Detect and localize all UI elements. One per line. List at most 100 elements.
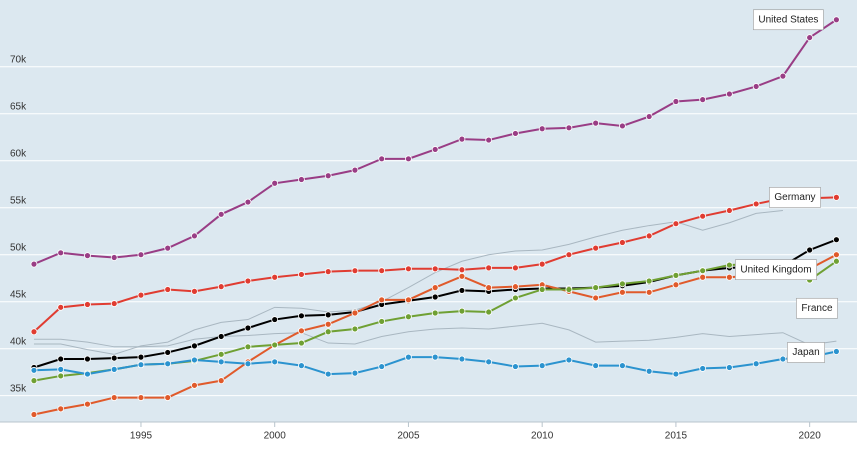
data-point bbox=[672, 370, 680, 378]
data-point bbox=[431, 265, 439, 273]
label-text: Japan bbox=[792, 347, 819, 358]
data-point bbox=[110, 365, 118, 373]
data-point bbox=[137, 251, 145, 259]
data-point bbox=[752, 360, 760, 368]
data-point bbox=[351, 309, 359, 317]
data-point bbox=[645, 367, 653, 375]
data-point bbox=[726, 90, 733, 98]
y-tick-label: 35k bbox=[10, 383, 27, 394]
data-point bbox=[217, 377, 225, 385]
data-point bbox=[271, 179, 279, 187]
y-tick-label: 50k bbox=[10, 242, 27, 253]
data-point bbox=[84, 370, 91, 378]
data-point bbox=[191, 356, 198, 364]
data-point bbox=[565, 356, 573, 364]
data-point bbox=[699, 212, 707, 220]
data-point bbox=[512, 283, 519, 291]
data-point bbox=[458, 355, 466, 363]
data-point bbox=[538, 286, 546, 293]
data-point bbox=[405, 155, 412, 163]
x-tick-label: 2005 bbox=[397, 431, 420, 442]
data-point bbox=[485, 284, 493, 291]
data-point bbox=[405, 313, 412, 321]
data-point bbox=[458, 307, 466, 315]
data-point bbox=[324, 320, 332, 328]
series-line bbox=[33, 322, 837, 348]
data-point bbox=[57, 372, 65, 380]
data-point bbox=[30, 377, 38, 385]
y-tick-label: 55k bbox=[10, 195, 27, 206]
x-tick-label: 2015 bbox=[665, 431, 688, 442]
data-point bbox=[351, 267, 359, 275]
data-point bbox=[191, 381, 198, 389]
data-point bbox=[271, 341, 279, 349]
data-point bbox=[458, 287, 466, 294]
data-point bbox=[57, 303, 65, 311]
data-point bbox=[672, 220, 680, 228]
y-tick-label: 60k bbox=[10, 148, 27, 159]
data-point bbox=[538, 125, 546, 133]
data-point bbox=[752, 200, 760, 208]
data-point bbox=[191, 342, 198, 350]
data-point bbox=[833, 236, 840, 244]
data-point bbox=[699, 96, 707, 104]
data-point bbox=[30, 366, 38, 374]
series-label: United States bbox=[753, 9, 824, 31]
data-point bbox=[271, 358, 279, 366]
series-label: United Kingdom bbox=[735, 259, 817, 281]
data-point bbox=[164, 394, 172, 401]
data-point bbox=[405, 296, 412, 304]
data-point bbox=[351, 325, 359, 333]
data-point bbox=[30, 260, 38, 268]
data-point bbox=[378, 155, 386, 163]
data-point bbox=[324, 172, 332, 180]
y-tick-label: 70k bbox=[10, 54, 27, 65]
data-point bbox=[244, 277, 252, 285]
series-label: Germany bbox=[769, 187, 821, 208]
data-point bbox=[833, 348, 840, 355]
data-point bbox=[244, 360, 252, 368]
data-point bbox=[699, 273, 707, 281]
data-point bbox=[458, 272, 466, 280]
data-point bbox=[645, 113, 653, 120]
data-point bbox=[110, 394, 118, 401]
data-point bbox=[324, 370, 332, 378]
data-point bbox=[779, 72, 787, 80]
data-point bbox=[30, 328, 38, 336]
data-point bbox=[431, 146, 439, 153]
data-point bbox=[485, 136, 493, 144]
data-point bbox=[458, 266, 466, 274]
data-point bbox=[271, 316, 279, 323]
data-point bbox=[244, 324, 252, 332]
data-point bbox=[565, 251, 573, 259]
data-point bbox=[84, 252, 91, 260]
data-point bbox=[699, 365, 707, 372]
data-point bbox=[110, 300, 118, 307]
data-point bbox=[833, 193, 840, 201]
data-point bbox=[512, 264, 519, 272]
data-point bbox=[431, 309, 439, 317]
label-text: France bbox=[801, 303, 833, 314]
data-point bbox=[217, 350, 225, 358]
data-point bbox=[538, 260, 546, 268]
data-point bbox=[485, 308, 493, 316]
data-point bbox=[431, 293, 439, 301]
data-point bbox=[84, 355, 91, 363]
data-point bbox=[752, 83, 760, 90]
data-point bbox=[806, 246, 814, 254]
data-point bbox=[324, 328, 332, 336]
data-point bbox=[619, 280, 626, 288]
label-box bbox=[753, 9, 824, 31]
data-point bbox=[84, 400, 91, 408]
data-point bbox=[137, 353, 145, 361]
data-point bbox=[378, 296, 386, 304]
label-text: Germany bbox=[774, 192, 815, 203]
y-tick-label: 65k bbox=[10, 101, 27, 112]
data-point bbox=[565, 124, 573, 132]
data-point bbox=[217, 333, 225, 340]
x-tick-label: 2020 bbox=[799, 431, 822, 442]
data-point bbox=[485, 264, 493, 272]
data-point bbox=[833, 16, 840, 24]
data-point bbox=[726, 261, 733, 269]
